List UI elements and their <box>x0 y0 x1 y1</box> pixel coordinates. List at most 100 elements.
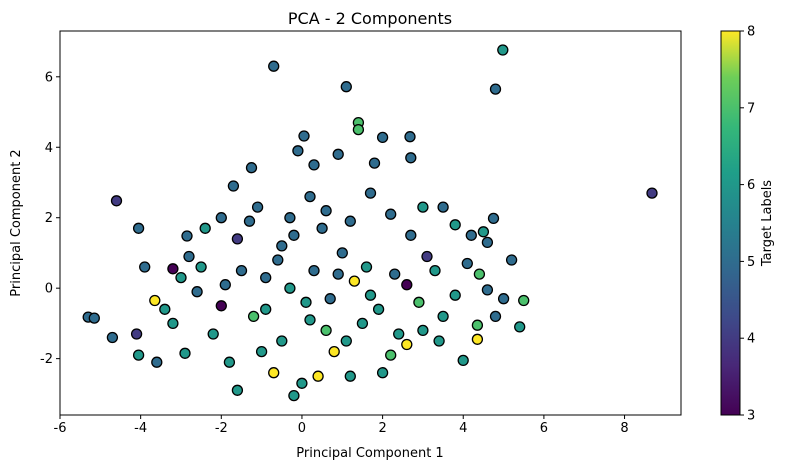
data-point <box>376 131 389 144</box>
data-point <box>284 282 296 294</box>
data-point <box>151 356 163 368</box>
data-point <box>405 229 417 241</box>
data-point <box>646 187 658 199</box>
data-point <box>461 257 473 270</box>
data-point <box>245 162 258 174</box>
data-point <box>260 303 272 315</box>
data-point <box>149 294 161 307</box>
data-point <box>364 187 377 199</box>
data-point <box>344 215 356 227</box>
data-point <box>308 159 320 171</box>
data-point <box>110 195 123 207</box>
data-point <box>276 240 288 252</box>
data-point <box>487 212 500 225</box>
data-point <box>207 328 219 340</box>
data-point <box>132 349 145 361</box>
data-point <box>179 347 191 359</box>
data-point <box>489 83 502 95</box>
data-point <box>219 279 231 291</box>
data-point <box>344 370 356 382</box>
data-point <box>429 264 441 277</box>
data-point <box>437 201 449 213</box>
data-point <box>481 236 494 249</box>
data-point <box>243 215 256 227</box>
data-point <box>288 389 300 402</box>
data-point <box>340 81 352 93</box>
data-point <box>247 310 260 323</box>
data-point <box>360 261 373 273</box>
x-tick-label: 4 <box>459 421 467 436</box>
data-point <box>191 286 203 298</box>
colorbar-tick-label: 6 <box>747 178 755 193</box>
data-point <box>385 349 397 361</box>
colorbar <box>720 30 741 416</box>
y-tick-label: -2 <box>40 352 53 367</box>
data-point <box>159 303 171 315</box>
data-point <box>215 212 227 224</box>
x-tick-label: 2 <box>378 421 386 436</box>
data-point <box>106 331 119 344</box>
data-point <box>477 226 490 238</box>
data-point <box>364 289 377 301</box>
data-point <box>489 310 502 323</box>
data-point <box>471 319 484 331</box>
data-point <box>372 303 385 315</box>
data-point <box>348 275 361 287</box>
data-point <box>368 157 381 169</box>
colorbar-tick-label: 7 <box>747 101 755 116</box>
data-point <box>328 345 340 358</box>
chart-title: PCA - 2 Components <box>288 9 452 28</box>
data-point <box>227 180 240 192</box>
data-point <box>288 229 300 241</box>
data-point <box>393 328 405 340</box>
y-tick-label: 2 <box>45 211 53 226</box>
data-point <box>167 317 179 330</box>
x-tick-label: 0 <box>298 421 306 436</box>
data-point <box>268 60 280 72</box>
data-point <box>413 296 425 308</box>
data-point <box>376 367 389 379</box>
data-point <box>139 261 151 273</box>
data-point <box>251 201 264 213</box>
data-point <box>514 321 526 333</box>
data-point <box>465 229 477 241</box>
x-axis-label: Principal Component 1 <box>296 446 443 461</box>
data-point <box>401 338 413 351</box>
y-axis-ticks: -2 0 2 4 6 <box>40 70 60 367</box>
x-tick-label: -4 <box>134 421 147 436</box>
y-axis-label: Principal Component 2 <box>9 149 24 296</box>
data-point <box>235 264 248 277</box>
data-point <box>324 293 336 305</box>
data-point <box>199 222 211 234</box>
data-point <box>284 212 296 224</box>
data-point <box>433 335 445 347</box>
data-point <box>298 130 310 142</box>
data-point <box>312 370 324 382</box>
data-point <box>88 312 100 324</box>
data-point <box>308 264 320 277</box>
data-point <box>272 254 284 266</box>
data-point <box>132 222 145 234</box>
data-point <box>352 123 365 136</box>
data-point <box>518 294 530 307</box>
data-point <box>223 356 236 368</box>
colorbar-label: Target Labels <box>760 180 775 267</box>
data-point <box>421 250 433 263</box>
data-point <box>449 289 461 301</box>
data-point <box>457 354 469 367</box>
x-tick-label: -6 <box>54 421 67 436</box>
data-point <box>389 268 401 280</box>
x-axis-ticks: -6 -4 -2 0 2 4 6 8 <box>54 415 629 436</box>
data-point <box>320 205 332 217</box>
data-point <box>336 247 348 259</box>
data-point <box>404 131 416 143</box>
data-point <box>405 152 417 164</box>
data-point <box>292 145 304 157</box>
data-point <box>304 190 316 203</box>
data-point <box>316 222 328 234</box>
data-point <box>231 384 244 396</box>
x-tick-label: 8 <box>620 421 628 436</box>
data-point <box>195 261 207 273</box>
data-point <box>296 377 308 389</box>
data-point <box>130 328 143 340</box>
